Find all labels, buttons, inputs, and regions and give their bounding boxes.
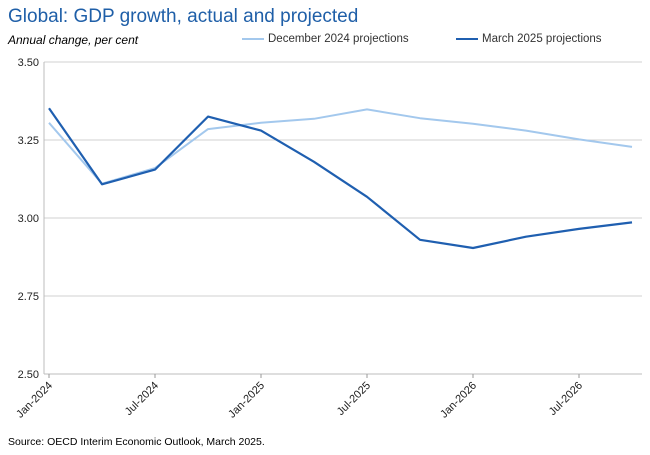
x-tick-label: Jan-2024 bbox=[14, 380, 55, 421]
legend-item-december: December 2024 projections bbox=[242, 33, 409, 45]
y-tick-label: 3.50 bbox=[18, 57, 39, 69]
legend-item-march: March 2025 projections bbox=[456, 33, 602, 45]
series-line-march-2025 bbox=[48, 107, 633, 250]
y-tick-label: 3.00 bbox=[18, 213, 39, 225]
legend-label-march: March 2025 projections bbox=[482, 33, 602, 45]
source-note: Source: OECD Interim Economic Outlook, M… bbox=[8, 436, 265, 448]
x-tick-label: Jul-2025 bbox=[335, 380, 373, 418]
x-tick-label: Jan-2026 bbox=[438, 380, 479, 421]
y-tick-label: 3.25 bbox=[18, 135, 39, 147]
legend-label-december: December 2024 projections bbox=[268, 33, 409, 45]
legend-swatch-march bbox=[456, 38, 478, 40]
x-tick-label: Jul-2026 bbox=[547, 380, 585, 418]
legend-swatch-december bbox=[242, 38, 264, 40]
chart-subtitle: Annual change, per cent bbox=[8, 33, 139, 47]
y-tick-label: 2.50 bbox=[18, 369, 39, 381]
y-tick-label: 2.75 bbox=[18, 291, 39, 303]
series-line-december-2024 bbox=[48, 108, 633, 185]
chart-title: Global: GDP growth, actual and projected bbox=[8, 6, 359, 27]
x-tick-label: Jul-2024 bbox=[123, 380, 161, 418]
x-tick-label: Jan-2025 bbox=[226, 380, 267, 421]
